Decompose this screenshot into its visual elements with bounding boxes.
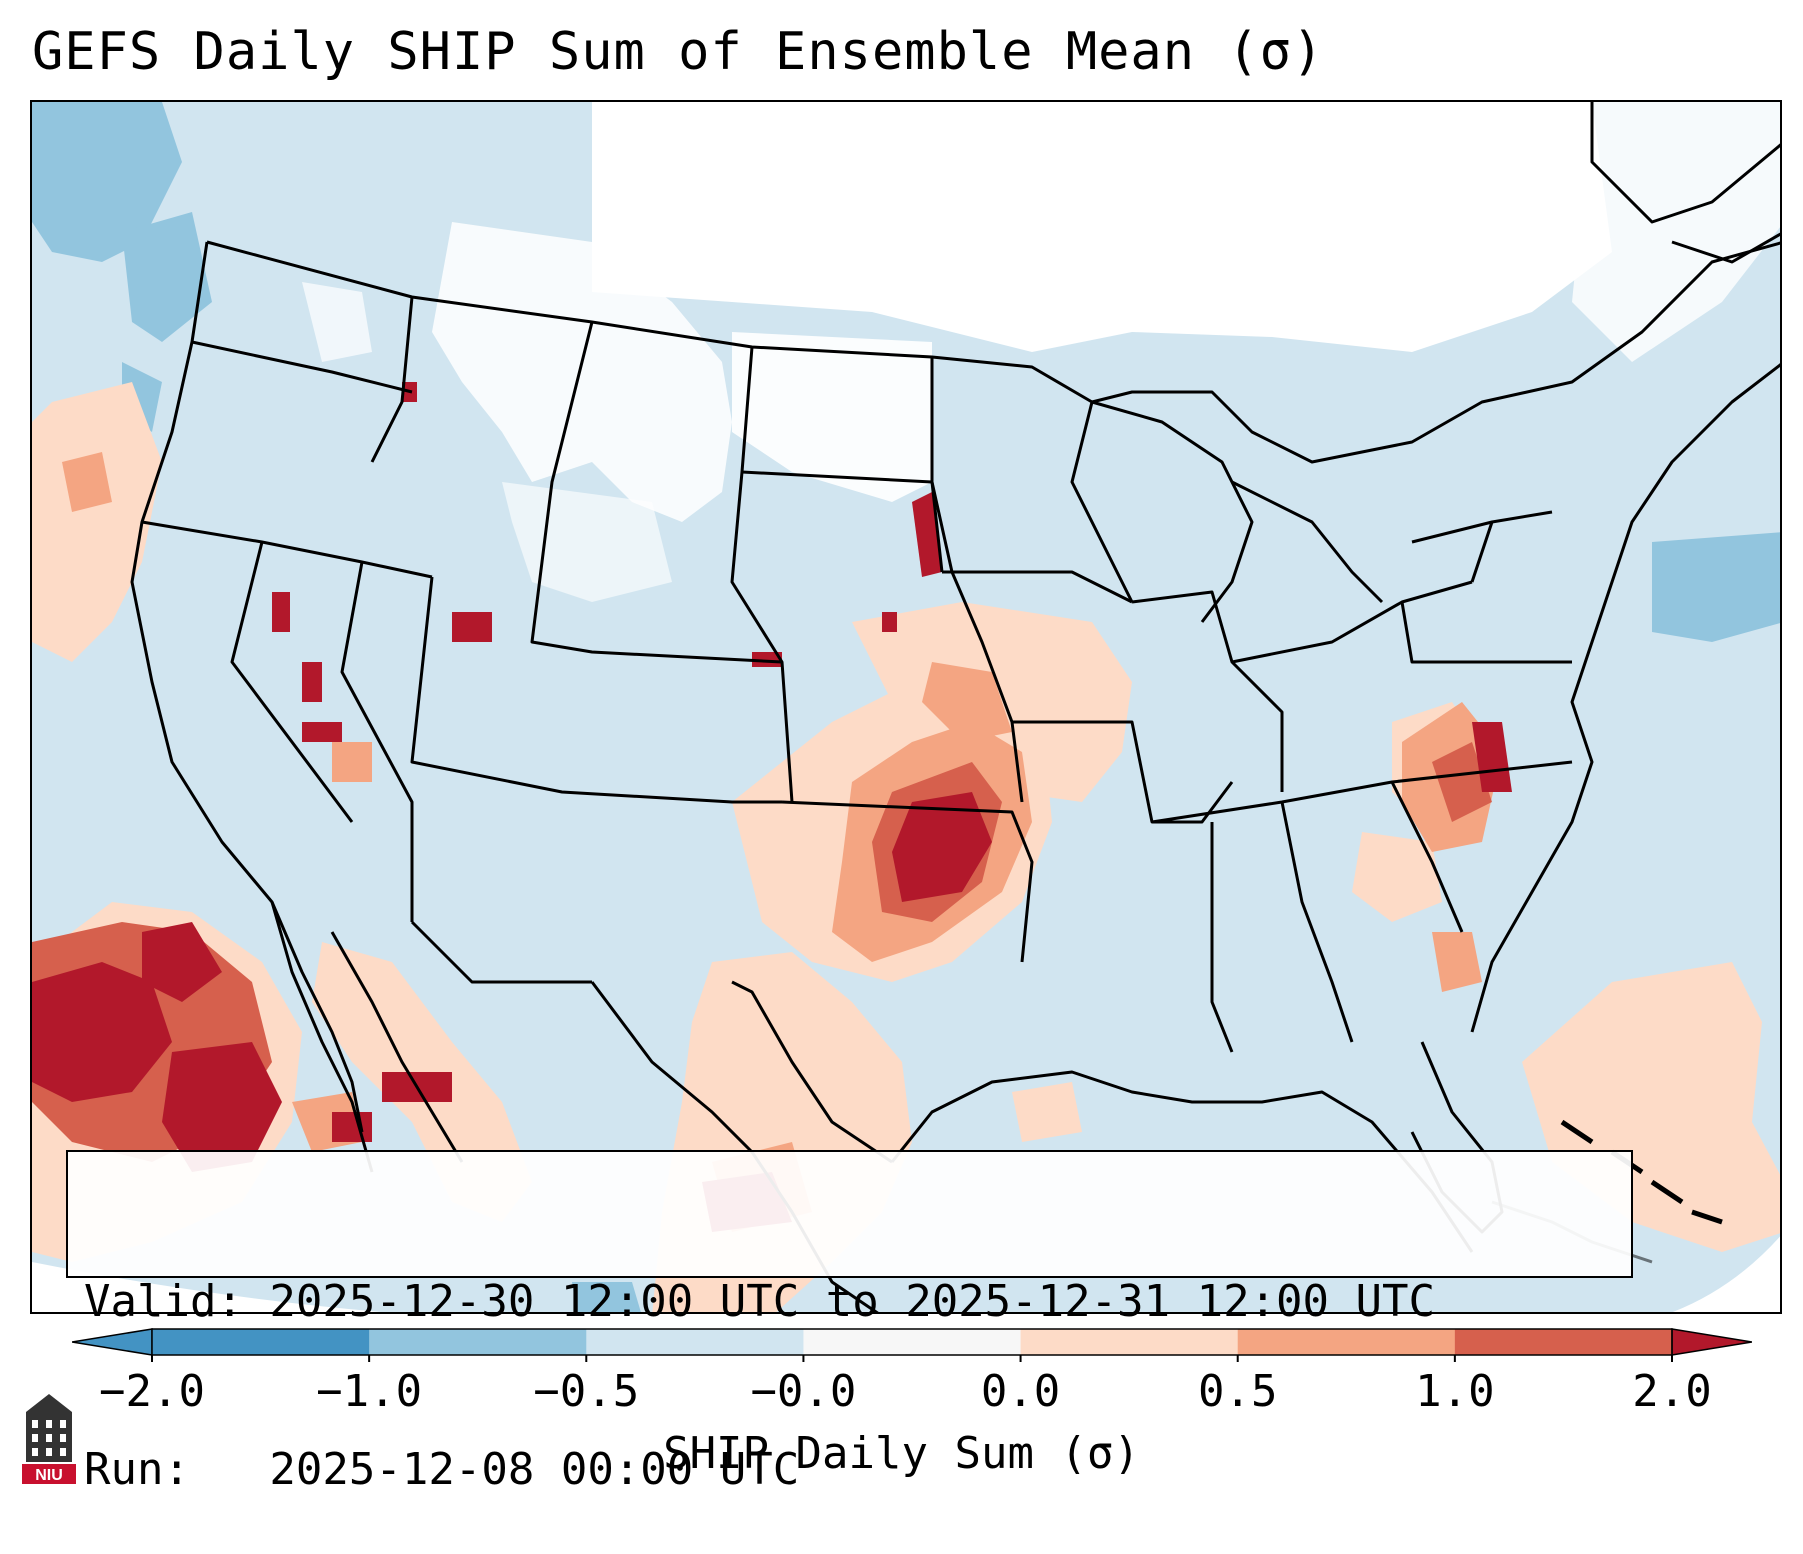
colorbar-segment bbox=[1454, 1329, 1673, 1355]
colorbar-segment bbox=[1020, 1329, 1239, 1355]
geographic-boundaries bbox=[130, 102, 1780, 1312]
colorbar-extend-low bbox=[72, 1328, 153, 1356]
colorbar-label: SHIP Daily Sum (σ) bbox=[663, 1428, 1140, 1479]
run-time-text: Run: 2025-12-08 00:00 UTC bbox=[84, 1444, 800, 1495]
university-tower-icon: NIU bbox=[22, 1394, 76, 1484]
colorbar-tick-label: −0.5 bbox=[533, 1366, 640, 1417]
projection-edge-right bbox=[1672, 1236, 1780, 1312]
colorbar-tick-label: 0.0 bbox=[980, 1366, 1061, 1417]
logo-text: NIU bbox=[35, 1467, 63, 1484]
map-svg bbox=[32, 102, 1780, 1312]
colorbar-segment bbox=[369, 1329, 587, 1355]
colorbar-segment bbox=[803, 1329, 1022, 1355]
colorbar-extend-high bbox=[1671, 1328, 1752, 1356]
colorbar-segment bbox=[152, 1329, 370, 1355]
colorbar-tick-label: 2.0 bbox=[1632, 1366, 1712, 1417]
colorbar-segment bbox=[586, 1329, 804, 1355]
near-zero-regions bbox=[302, 102, 1780, 602]
projection-edge bbox=[32, 1262, 382, 1312]
colorbar bbox=[72, 1328, 1752, 1362]
colorbar-tick-label: 0.5 bbox=[1197, 1366, 1278, 1417]
colorbar-tick-label: −0.0 bbox=[750, 1366, 857, 1417]
map-panel[interactable] bbox=[30, 100, 1782, 1314]
colorbar-tick-label: 1.0 bbox=[1415, 1366, 1495, 1417]
valid-run-info-box: Valid: 2025-12-30 12:00 UTC to 2025-12-3… bbox=[66, 1150, 1633, 1495]
colorbar-tick-label: −1.0 bbox=[316, 1366, 423, 1417]
very-strong-positive-regions bbox=[32, 382, 1512, 1232]
valid-time-text: Valid: 2025-12-30 12:00 UTC to 2025-12-3… bbox=[84, 1276, 1436, 1327]
colorbar-tick-label: −2.0 bbox=[99, 1366, 205, 1417]
map-title: GEFS Daily SHIP Sum of Ensemble Mean (σ) bbox=[32, 22, 1325, 82]
colorbar-segment bbox=[1237, 1329, 1456, 1355]
